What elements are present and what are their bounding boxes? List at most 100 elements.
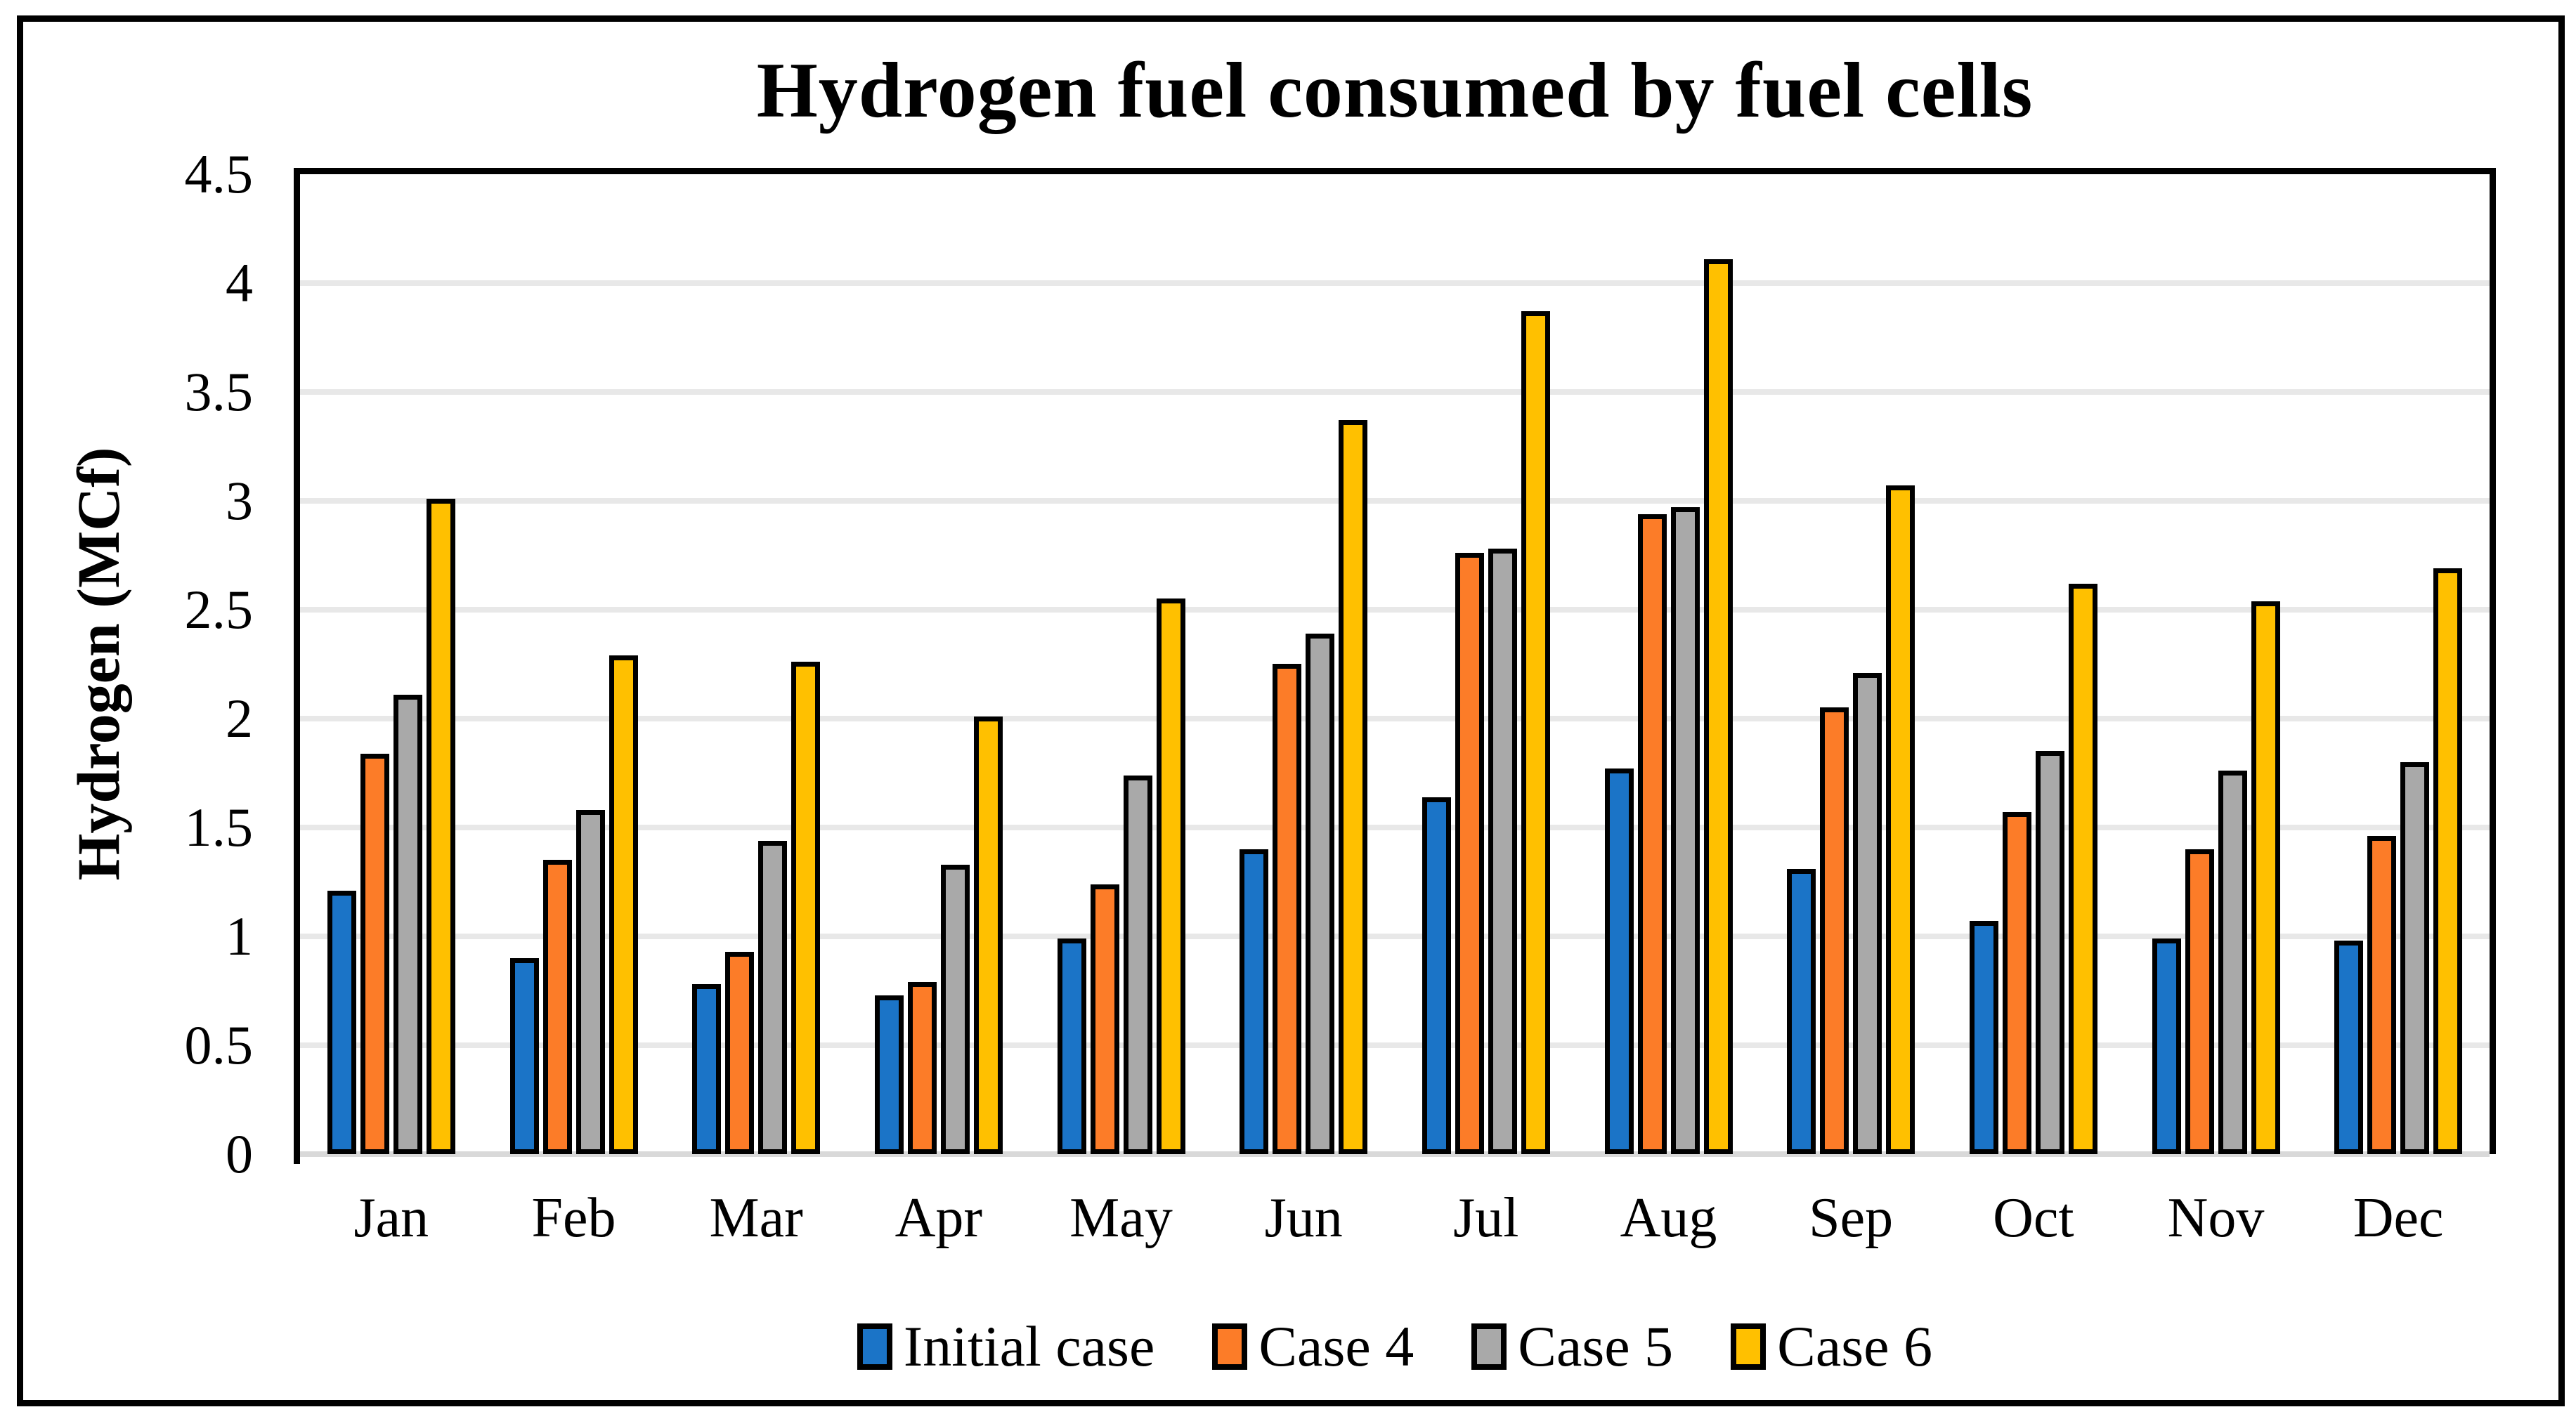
bar-case-6-nov [2251,601,2280,1154]
gridline [300,498,2490,504]
bar-case-4-jan [360,754,389,1154]
bar-case-5-mar [758,841,788,1154]
bar-case-6-aug [1703,259,1733,1154]
plot-area [300,174,2490,1157]
y-tick-label: 2.5 [184,579,254,640]
bar-initial-case-may [1057,938,1086,1154]
x-tick-label: Apr [895,1187,983,1249]
gridline [300,389,2490,395]
y-tick-label: 0.5 [184,1014,254,1075]
bar-case-5-oct [2035,751,2064,1154]
legend-label: Case 5 [1518,1314,1674,1378]
x-tick-label: May [1069,1187,1173,1249]
y-tick-label: 0 [226,1123,253,1184]
x-tick-label: Mar [709,1187,803,1249]
bar-case-6-feb [609,655,638,1154]
x-tick-label: Jul [1453,1187,1519,1249]
bar-case-5-feb [575,810,605,1154]
y-tick-label: 3.5 [184,361,254,422]
bar-case-4-may [1090,884,1119,1154]
x-tick-label: Dec [2353,1187,2444,1249]
legend-label: Case 4 [1258,1314,1414,1378]
bar-case-6-dec [2433,568,2463,1154]
plot-top-border [294,168,2496,174]
y-tick-label: 1.5 [184,797,254,858]
x-tick-label: Nov [2167,1187,2265,1249]
plot-right-border [2490,168,2496,1154]
bar-initial-case-jul [1422,797,1451,1154]
bar-case-4-feb [542,860,572,1154]
gridline [300,1042,2490,1048]
bar-case-4-jul [1455,553,1484,1154]
bar-case-5-aug [1670,507,1700,1154]
legend-entry: Case 4 [1212,1308,1414,1385]
bar-case-4-sep [1820,707,1849,1154]
y-tick-label: 4.5 [184,143,254,204]
bar-case-6-mar [791,662,821,1154]
bar-case-5-nov [2218,771,2247,1154]
bar-case-4-dec [2367,836,2397,1154]
y-tick-label: 4 [226,252,253,313]
bar-case-6-may [1156,598,1185,1154]
bar-case-4-mar [725,952,755,1154]
y-tick-label: 2 [226,688,253,749]
bar-case-4-apr [907,982,937,1154]
legend-swatch [857,1323,892,1370]
bar-case-5-jan [393,695,422,1154]
x-axis-line [300,1151,2490,1157]
legend-label: Case 6 [1777,1314,1933,1378]
legend-entry: Initial case [857,1308,1154,1385]
bar-case-6-jun [1339,420,1368,1154]
gridline [300,280,2490,286]
gridline [300,934,2490,939]
bar-case-4-oct [2002,812,2031,1154]
x-tick-label: Oct [1993,1187,2074,1249]
y-axis-line [294,168,300,1164]
bar-case-6-sep [1886,485,1915,1154]
legend: Initial case Case 4 Case 5 Case 6 [300,1301,2490,1392]
bar-case-5-jul [1488,549,1517,1154]
bar-initial-case-feb [509,958,539,1154]
x-tick-label: Feb [531,1187,616,1249]
x-tick-label: Aug [1620,1187,1717,1249]
legend-entry: Case 5 [1471,1308,1673,1385]
legend-swatch [1731,1323,1767,1370]
bar-case-6-oct [2068,584,2097,1154]
bar-initial-case-aug [1604,768,1634,1154]
x-tick-label: Jun [1264,1187,1343,1249]
bar-initial-case-sep [1787,869,1816,1154]
bar-case-6-jan [426,499,455,1154]
gridline [300,607,2490,613]
bar-case-5-sep [1853,673,1882,1154]
x-tick-label: Sep [1809,1187,1894,1249]
y-axis-title: Hydrogen (MCf) [65,447,132,881]
legend-swatch [1212,1323,1248,1370]
bar-initial-case-dec [2334,941,2364,1154]
bar-initial-case-oct [1969,921,1998,1154]
legend-swatch [1471,1323,1507,1370]
gridline [300,716,2490,721]
legend-entry: Case 6 [1731,1308,1932,1385]
y-tick-label: 3 [226,470,253,531]
y-tick-label: 1 [226,905,253,967]
bar-initial-case-nov [2152,938,2181,1154]
bar-case-5-dec [2400,762,2430,1154]
bar-case-5-jun [1306,634,1335,1154]
bar-case-4-nov [2185,849,2214,1154]
bar-case-6-jul [1521,311,1550,1154]
gridline [300,825,2490,830]
bar-case-4-aug [1637,514,1667,1154]
bar-initial-case-jun [1240,849,1269,1154]
bar-initial-case-jan [327,891,356,1154]
x-tick-label: Jan [353,1187,429,1249]
bar-case-5-apr [940,865,970,1154]
bar-initial-case-apr [874,995,904,1154]
figure-border [17,15,2565,1406]
legend-label: Initial case [903,1314,1155,1378]
bar-case-6-apr [973,717,1003,1154]
bar-initial-case-mar [692,984,722,1154]
bar-case-4-jun [1273,664,1302,1154]
bar-case-5-may [1123,776,1152,1154]
chart-title: Hydrogen fuel consumed by fuel cells [756,47,2034,134]
